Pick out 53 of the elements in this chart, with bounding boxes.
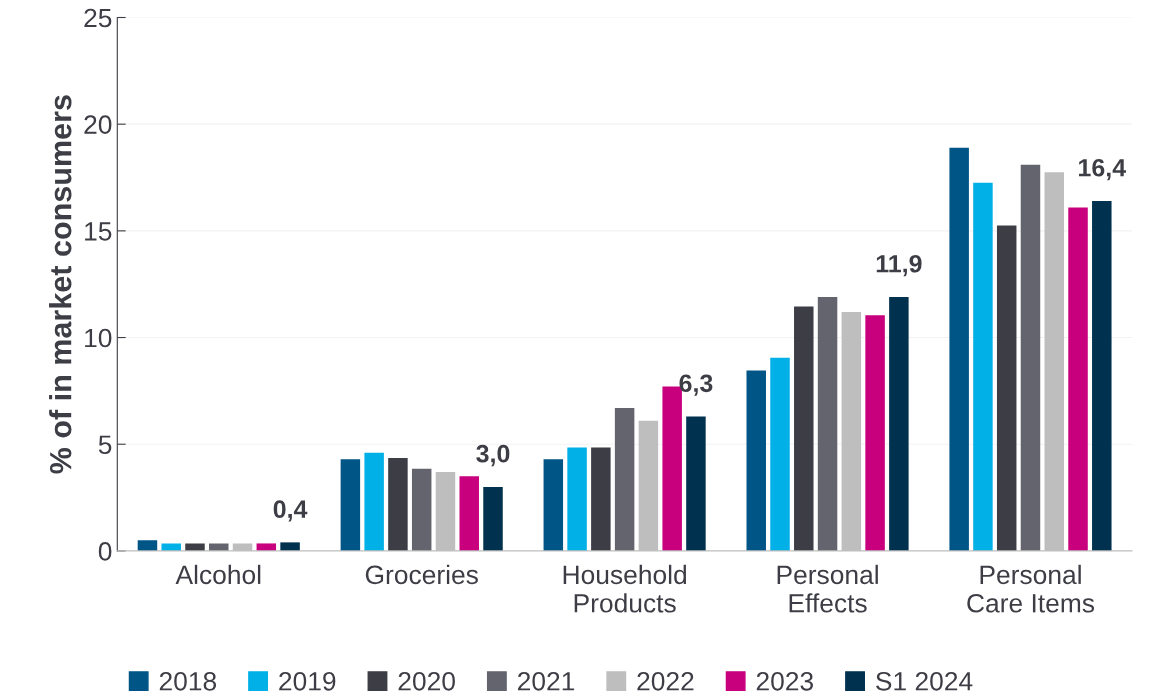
bar — [364, 452, 384, 551]
x-tick-label: Personal Care Items — [967, 564, 1095, 613]
x-tick-label: Personal Effects — [777, 564, 878, 613]
bar — [996, 225, 1017, 551]
legend-label: S1 2024 — [876, 671, 973, 691]
data-label: 16,4 — [1079, 158, 1126, 181]
bar — [794, 306, 814, 551]
y-tick-label: 15 — [85, 222, 112, 241]
bar — [543, 459, 564, 551]
bar — [137, 540, 158, 551]
legend-label: 2023 — [756, 671, 813, 691]
x-tick-label: Household Products — [563, 564, 687, 613]
legend-label: 2020 — [398, 671, 455, 691]
y-tick-label: 5 — [98, 435, 112, 455]
bar — [1092, 200, 1112, 551]
x-tick-label: Groceries — [365, 564, 478, 585]
y-tick-label: 20 — [84, 115, 112, 134]
bar — [686, 416, 706, 551]
bar — [256, 543, 277, 551]
bar — [614, 407, 635, 551]
y-tick-label: 10 — [85, 328, 112, 348]
y-tick-label: 0 — [98, 542, 112, 561]
bar — [817, 297, 838, 551]
legend-label: 2018 — [159, 671, 217, 691]
y-axis-title: % of in market consumers — [49, 95, 72, 474]
bar — [949, 147, 969, 551]
legend-label: 2021 — [518, 671, 575, 691]
bar — [865, 315, 885, 551]
bar — [209, 543, 229, 551]
bar — [411, 468, 432, 551]
bar — [567, 447, 587, 551]
data-label: 11,9 — [876, 254, 922, 277]
bar — [591, 447, 611, 551]
bar — [161, 543, 181, 551]
bar — [746, 370, 766, 551]
legend-label: 2019 — [279, 671, 336, 691]
bar — [973, 182, 993, 551]
bar — [388, 458, 408, 551]
bar — [483, 486, 503, 551]
bar — [280, 542, 300, 551]
bar — [770, 357, 790, 551]
data-label: 0,4 — [273, 500, 308, 522]
bar — [1068, 207, 1088, 551]
bar — [185, 543, 205, 551]
data-label: 3,0 — [476, 444, 510, 467]
bar — [889, 297, 909, 551]
data-label: 6,3 — [679, 374, 713, 396]
y-tick-label: 25 — [84, 8, 112, 28]
bar — [1020, 164, 1041, 551]
legend-label: 2022 — [637, 671, 694, 691]
bar — [459, 476, 479, 551]
x-tick-label: Alcohol — [175, 564, 261, 585]
bar — [340, 459, 361, 551]
